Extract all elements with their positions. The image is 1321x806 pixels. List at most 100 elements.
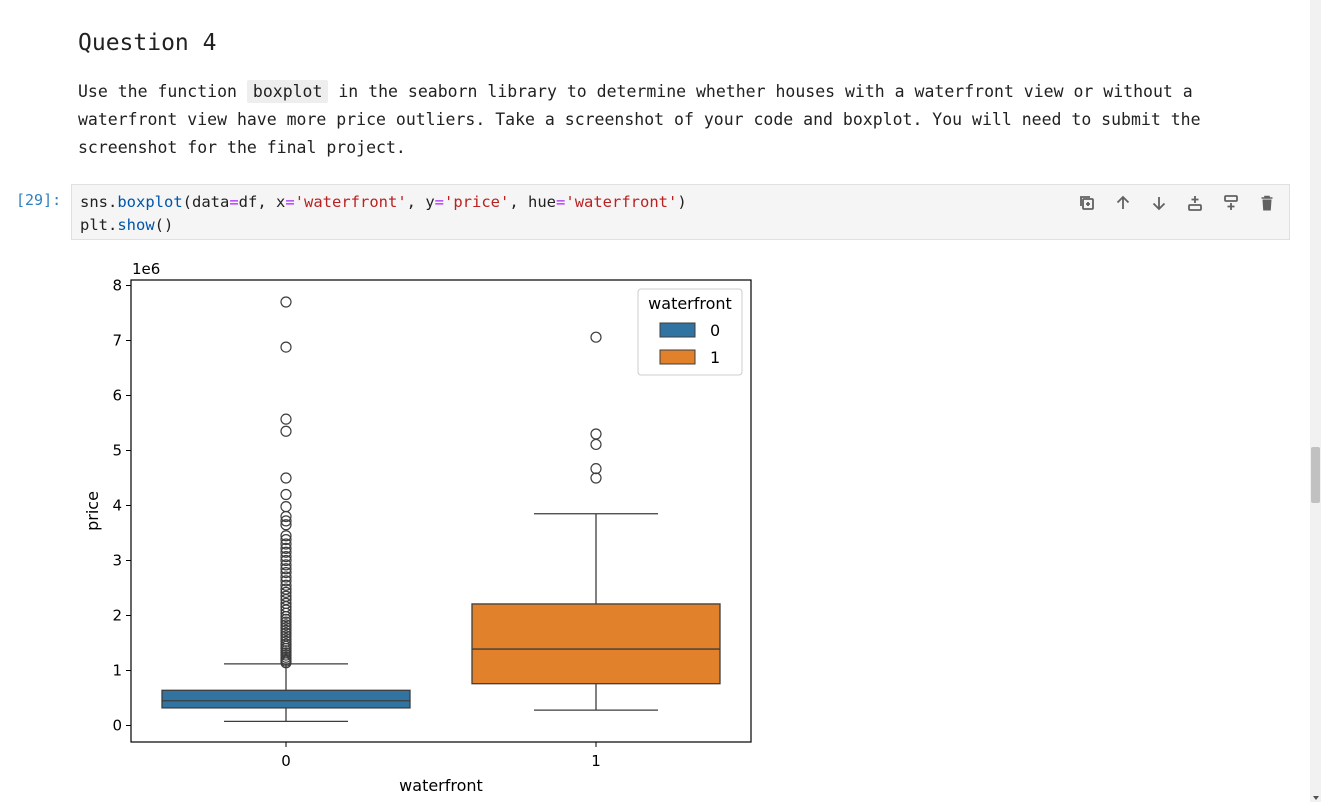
outlier-point (280, 611, 292, 623)
outlier-point (280, 538, 292, 550)
code-cell-input[interactable]: sns.boxplot(data=df, x='waterfront', y='… (71, 184, 1290, 240)
y-axis-label: price (83, 491, 102, 531)
outlier-point (280, 563, 292, 575)
code-token: = (285, 193, 295, 211)
y-tick-label: 4 (112, 497, 122, 515)
y-tick-label: 7 (112, 332, 122, 350)
code-token: = (556, 193, 566, 211)
code-token: show (117, 216, 155, 234)
outlier-point (280, 579, 292, 591)
outlier-point (590, 438, 602, 451)
question-text-part-1: Use the function (78, 82, 247, 101)
insert-above-icon (1188, 196, 1202, 211)
outlier-point (280, 619, 292, 631)
outlier-point (280, 635, 292, 647)
outlier-point (280, 296, 292, 308)
delete-icon (1261, 195, 1273, 211)
x-tick-label: 0 (281, 752, 291, 770)
outlier-point (280, 554, 292, 567)
code-token: = (229, 193, 239, 211)
outlier-point (280, 571, 292, 583)
delete-cell-button[interactable] (1255, 191, 1279, 215)
scroll-down-arrow-icon[interactable] (1313, 796, 1319, 800)
move-down-button[interactable] (1147, 191, 1171, 215)
insert-above-button[interactable] (1183, 191, 1207, 215)
legend-swatch-1 (659, 349, 696, 365)
code-line-1[interactable]: sns.boxplot(data=df, x='waterfront', y='… (80, 191, 687, 214)
question-text-part-2: in the seaborn library to determine whet… (78, 82, 1201, 157)
cell-toolbar (1075, 191, 1279, 215)
outlier-point (280, 546, 292, 558)
outlier-point (280, 616, 292, 628)
outlier-point (280, 519, 292, 531)
boxplot-chart: 0 1 2 3 4 5 6 7 8 1e6 0 1 waterfront price waterfront 0… (83, 260, 752, 795)
outlier-point (280, 627, 292, 639)
code-token: (data (182, 193, 230, 211)
outlier-point (280, 559, 292, 571)
outlier-point (280, 586, 292, 598)
y-tick-label: 5 (112, 442, 122, 460)
outlier-point (280, 622, 292, 634)
outlier-point (280, 425, 292, 437)
y-tick-label: 2 (112, 607, 122, 625)
outlier-point (280, 534, 292, 546)
question-text: Use the function boxplot in the seaborn … (78, 78, 1278, 162)
move-up-icon (1116, 195, 1130, 209)
outlier-point (280, 530, 292, 542)
outlier-point (590, 472, 602, 484)
box-0 (161, 689, 411, 709)
code-token: ) (677, 193, 687, 211)
box-1 (471, 603, 721, 685)
outlier-point (280, 472, 292, 484)
vertical-scrollbar[interactable] (1310, 0, 1321, 802)
outlier-point (280, 551, 292, 563)
inline-code-boxplot: boxplot (246, 80, 329, 103)
code-token: boxplot (117, 193, 183, 211)
y-tick-label: 0 (112, 717, 122, 735)
y-tick-label: 6 (112, 387, 122, 405)
outlier-point (280, 624, 292, 636)
outlier-point (280, 413, 292, 425)
scrollbar-thumb[interactable] (1311, 447, 1320, 503)
legend-title: waterfront (648, 294, 732, 313)
x-axis-label: waterfront (399, 776, 483, 795)
y-tick-label: 1 (112, 662, 122, 680)
outlier-point (590, 463, 602, 475)
duplicate-cell-button[interactable] (1075, 191, 1099, 215)
outlier-point (280, 607, 292, 619)
outlier-point (280, 613, 292, 625)
code-token: 'waterfront' (565, 193, 678, 211)
move-down-icon (1152, 197, 1166, 211)
code-token: () (154, 216, 174, 234)
x-tick-label: 1 (591, 752, 601, 770)
outlier-point (280, 488, 292, 501)
code-token: 'waterfront' (294, 193, 407, 211)
outlier-point (280, 657, 292, 669)
code-token: , hue (509, 193, 557, 211)
insert-below-icon (1224, 195, 1238, 210)
outlier-point (280, 542, 292, 554)
outlier-point (280, 341, 292, 353)
code-token: df, x (238, 193, 286, 211)
code-token: sns. (80, 193, 118, 211)
outlier-point (280, 575, 292, 587)
code-token: 'price' (444, 193, 510, 211)
legend-swatch-0 (659, 322, 696, 338)
cell-output: 0 1 2 3 4 5 6 7 8 1e6 0 1 waterfront price waterfront 0… (78, 250, 778, 806)
move-up-button[interactable] (1111, 191, 1135, 215)
insert-below-button[interactable] (1219, 191, 1243, 215)
code-token: plt. (80, 216, 118, 234)
duplicate-icon (1080, 196, 1094, 210)
outlier-point (590, 331, 602, 343)
y-tick-label: 3 (112, 552, 122, 570)
code-line-2[interactable]: plt.show() (80, 214, 687, 237)
execution-count-prompt: [29]: (16, 191, 62, 209)
outlier-point (280, 515, 292, 527)
code-editor[interactable]: sns.boxplot(data=df, x='waterfront', y='… (80, 191, 687, 237)
outlier-point (280, 510, 292, 523)
code-token: = (434, 193, 445, 211)
question-heading: Question 4 (78, 30, 217, 56)
outlier-point (280, 567, 292, 579)
code-token: , y (406, 193, 435, 211)
legend-label-0: 0 (710, 321, 720, 340)
